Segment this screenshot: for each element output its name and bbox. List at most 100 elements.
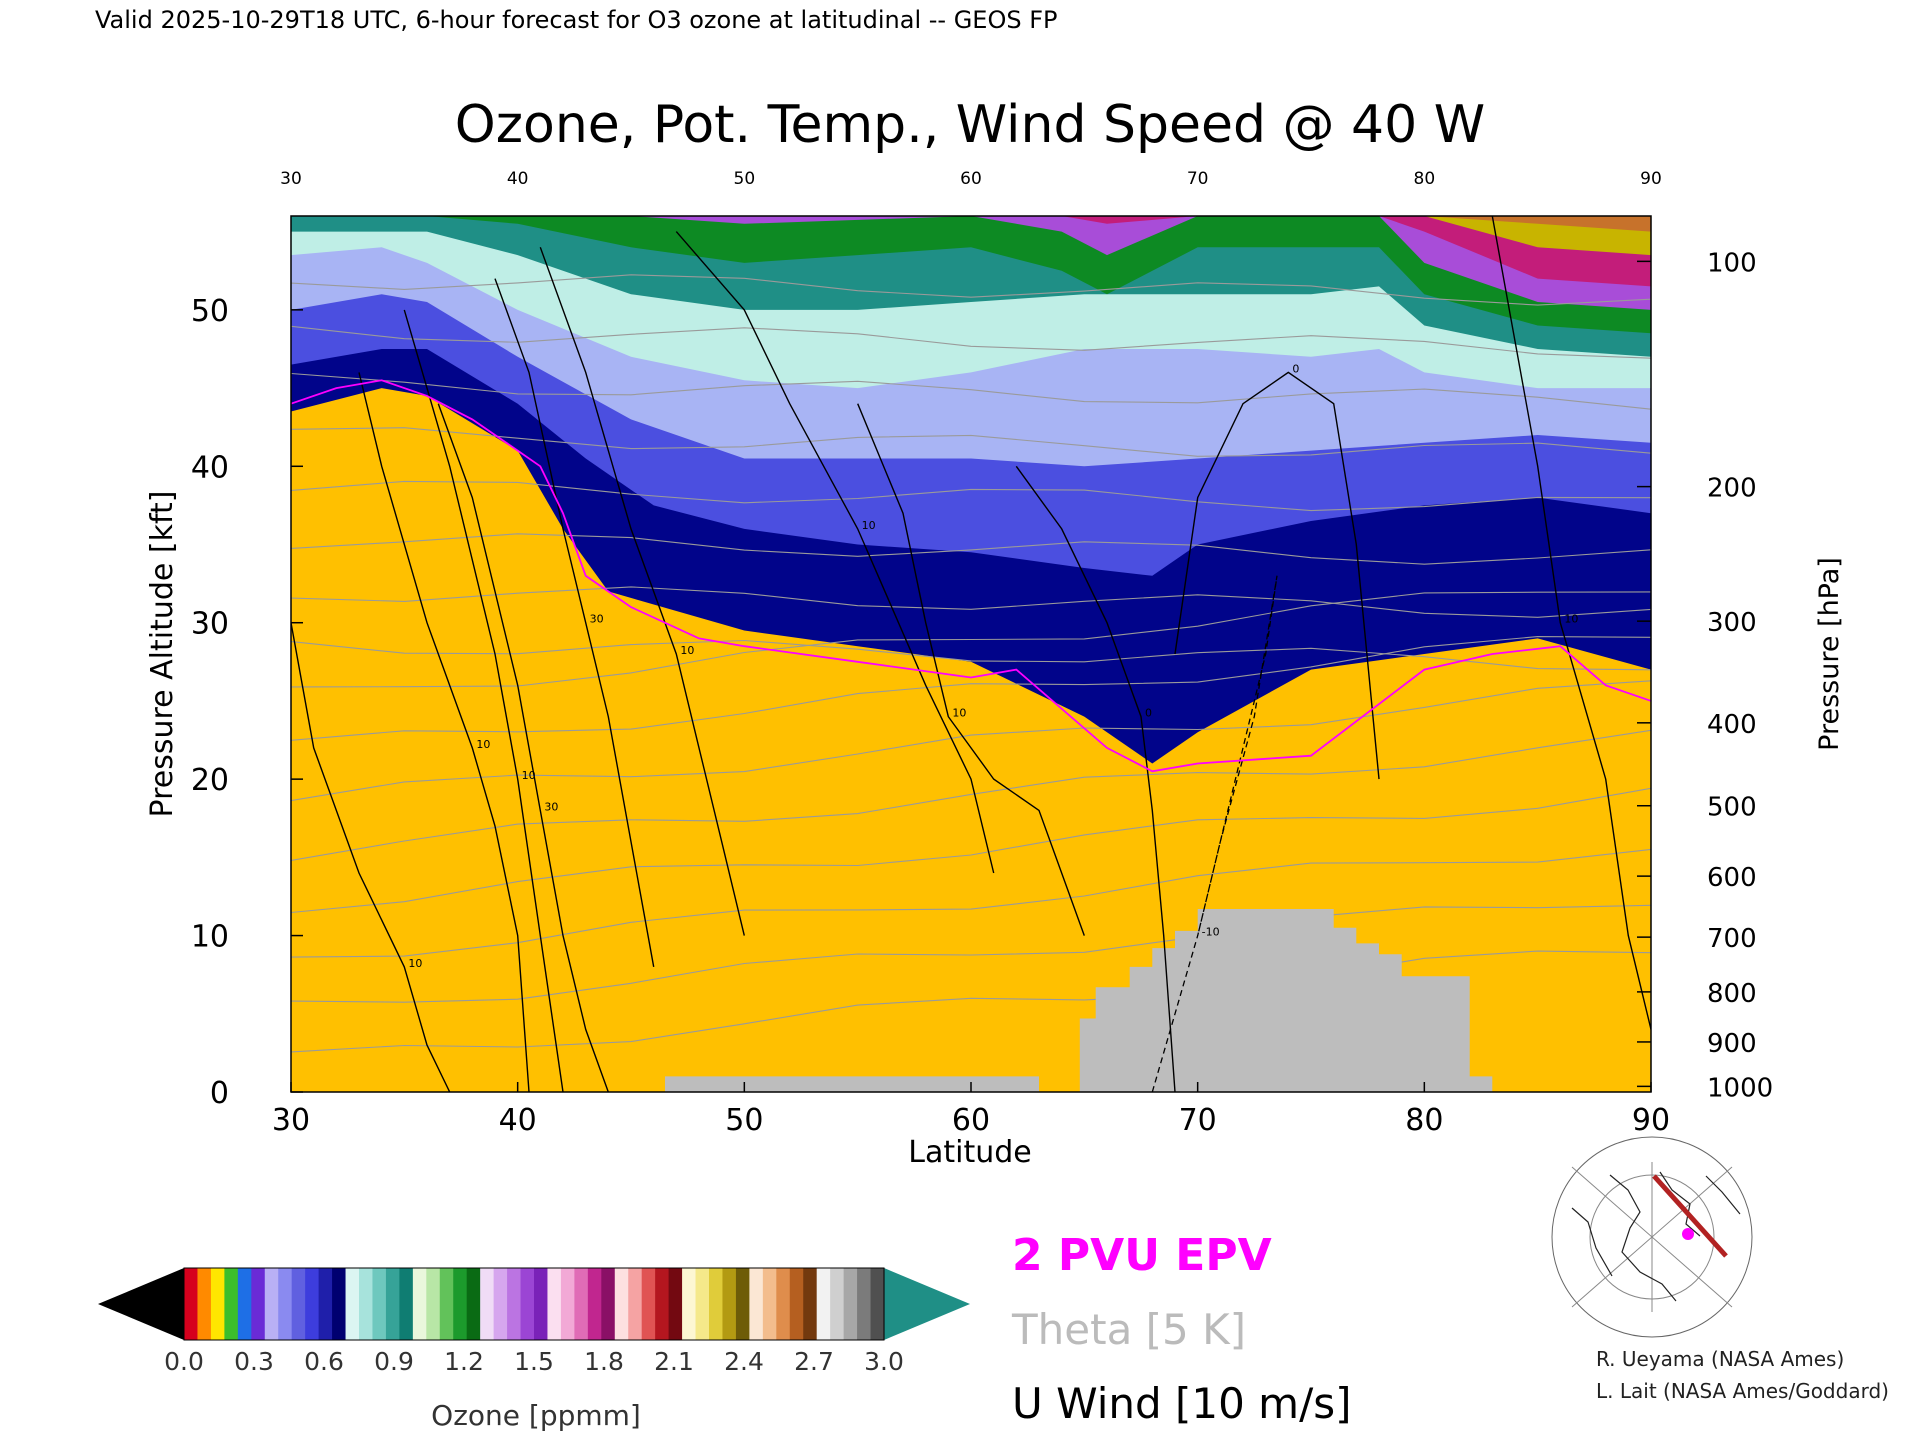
colorbar-segment [574, 1268, 589, 1340]
pressure-tick-label: 800 [1707, 979, 1757, 1009]
colorbar-low-extend [98, 1268, 184, 1340]
colorbar-segment [507, 1268, 522, 1340]
colorbar-tick-label: 1.2 [444, 1347, 484, 1376]
colorbar-tick-label: 0.9 [374, 1347, 414, 1376]
colorbar-segment [439, 1268, 454, 1340]
colorbar-segment [184, 1268, 199, 1340]
u-wind-negative-line [1151, 575, 1278, 1092]
ozone-layer [291, 216, 1651, 357]
colorbar-segment [776, 1268, 791, 1340]
x-tick-label: 30 [272, 1103, 310, 1138]
y-tick-label: 10 [191, 920, 229, 955]
x-tick-label: 90 [1632, 1103, 1670, 1138]
colorbar-segment [641, 1268, 656, 1340]
colorbar-tick-label: 2.4 [724, 1347, 764, 1376]
colorbar-label: Ozone [ppmm] [431, 1399, 641, 1432]
u-wind-line [539, 247, 745, 936]
top-x-tick-label: 30 [280, 169, 302, 189]
colorbar-segment [587, 1268, 602, 1340]
pressure-tick-label: 1000 [1707, 1073, 1773, 1103]
top-x-tick-label: 70 [1187, 169, 1209, 189]
theta-contours [291, 274, 1651, 1053]
theta-line [291, 904, 1651, 1003]
colorbar-segment [547, 1268, 562, 1340]
x-tick-label: 40 [499, 1103, 537, 1138]
colorbar-segment [614, 1268, 629, 1340]
x-tick-label: 70 [1179, 1103, 1217, 1138]
u-wind-label: 10 [1564, 613, 1578, 626]
colorbar-segment [749, 1268, 764, 1340]
colorbar-segment [668, 1268, 683, 1340]
u-wind-contours: 10 10 10 30 30 10 10 10 0 0 10 -10 [291, 216, 1651, 1092]
pressure-tick-label: 700 [1707, 924, 1757, 954]
credit-line: R. Ueyama (NASA Ames) [1596, 1347, 1844, 1371]
x-axis-label: Latitude [908, 1135, 1031, 1170]
colorbar-segment [224, 1268, 239, 1340]
u-wind-label: 10 [476, 738, 490, 751]
u-wind-label: -10 [1202, 926, 1220, 939]
x-tick-label: 80 [1405, 1103, 1443, 1138]
colorbar-segment [426, 1268, 441, 1340]
pressure-tick-label: 600 [1707, 863, 1757, 893]
colorbar-segment [709, 1268, 724, 1340]
epv-2pvu-line [291, 379, 1651, 773]
u-wind-label: 30 [590, 613, 604, 626]
colorbar-segment [305, 1268, 320, 1340]
u-wind-label: 10 [952, 707, 966, 720]
legend: 2 PVU EPV Theta [5 K] U Wind [10 m/s] [1011, 1230, 1352, 1428]
theta-line [291, 639, 1651, 671]
chart-title: Ozone, Pot. Temp., Wind Speed @ 40 W [455, 95, 1485, 155]
colorbar-segment [210, 1268, 225, 1340]
colorbar-segment [399, 1268, 414, 1340]
colorbar-segment [870, 1268, 885, 1340]
pressure-tick-label: 500 [1707, 793, 1757, 823]
colorbar-segment [466, 1268, 481, 1340]
credit-line: L. Lait (NASA Ames/Goddard) [1596, 1379, 1889, 1403]
colorbar-tick-label: 0.6 [304, 1347, 344, 1376]
colorbar-segment [264, 1268, 279, 1340]
colorbar-segment [843, 1268, 858, 1340]
valid-line: Valid 2025-10-29T18 UTC, 6-hour forecast… [95, 6, 1057, 34]
colorbar-segment [385, 1268, 400, 1340]
legend-entry: Theta [5 K] [1011, 1305, 1246, 1354]
legend-entry: U Wind [10 m/s] [1012, 1379, 1352, 1428]
top-x-tick-label: 50 [734, 169, 756, 189]
colorbar-tick-label: 0.0 [164, 1347, 204, 1376]
pressure-tick-label: 100 [1707, 248, 1757, 278]
theta-line [291, 950, 1651, 1053]
colorbar-tick-label: 1.5 [514, 1347, 554, 1376]
u-wind-line [494, 278, 655, 968]
pressure-tick-label: 300 [1707, 608, 1757, 638]
u-wind-line [403, 309, 564, 1092]
theta-line [291, 787, 1651, 914]
y-tick-label: 20 [191, 763, 229, 798]
colorbar-tick-label: 1.8 [584, 1347, 624, 1376]
colorbar-high-extend [884, 1268, 970, 1340]
colorbar-segment [291, 1268, 306, 1340]
colorbar-segment [735, 1268, 750, 1340]
x-tick-label: 50 [725, 1103, 763, 1138]
theta-line [291, 533, 1651, 565]
top-x-tick-label: 90 [1640, 169, 1662, 189]
theta-line [291, 427, 1651, 457]
theta-line [291, 729, 1651, 861]
colorbar-segment [332, 1268, 347, 1340]
colorbar-segment [453, 1268, 468, 1340]
colorbar-segment [520, 1268, 535, 1340]
top-x-tick-label: 80 [1414, 169, 1436, 189]
colorbar-segment [480, 1268, 495, 1340]
u-wind-line [291, 622, 451, 1092]
theta-line [291, 586, 1651, 618]
colorbar-segment [493, 1268, 508, 1340]
u-wind-label: 0 [1292, 362, 1299, 375]
colorbar-segment [789, 1268, 804, 1340]
colorbar-segment [197, 1268, 212, 1340]
x-tick-label: 60 [952, 1103, 990, 1138]
locator-map-transect [1652, 1174, 1728, 1258]
colorbar-segment [857, 1268, 872, 1340]
epv-contour [291, 379, 1651, 773]
colorbar-segment [372, 1268, 387, 1340]
u-wind-label: 10 [408, 957, 422, 970]
axes: 3030404050506060707080809090010203040501… [191, 169, 1773, 1138]
